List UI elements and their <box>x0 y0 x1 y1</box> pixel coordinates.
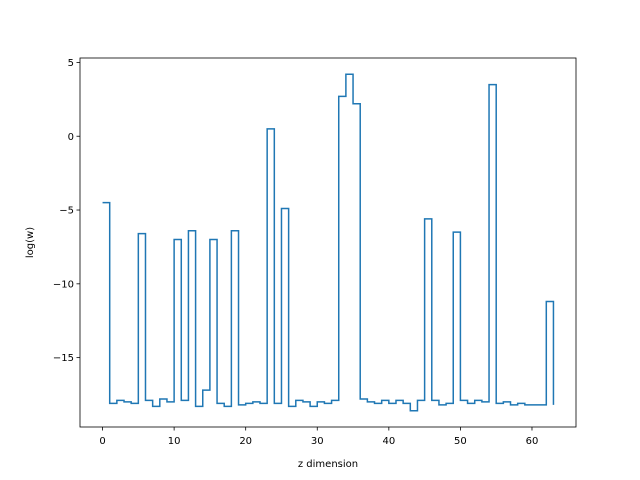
x-tick-label: 50 <box>454 436 467 447</box>
y-axis-label: log(w) <box>25 227 36 258</box>
series-line-0 <box>102 73 555 412</box>
x-tick-label: 60 <box>526 436 539 447</box>
axes-frame <box>79 57 577 428</box>
x-tick-label: 10 <box>168 436 181 447</box>
x-axis-label: z dimension <box>298 459 358 470</box>
y-tick-label: −5 <box>59 206 74 217</box>
y-tick-label: −10 <box>53 279 74 290</box>
plot-area <box>102 73 555 412</box>
y-tick-label: 5 <box>68 58 74 69</box>
y-tick-label: −15 <box>53 353 74 364</box>
x-tick-label: 0 <box>99 436 105 447</box>
y-tick-label: 0 <box>68 132 74 143</box>
x-tick-label: 40 <box>382 436 395 447</box>
x-tick-label: 20 <box>239 436 252 447</box>
x-tick-label: 30 <box>311 436 324 447</box>
